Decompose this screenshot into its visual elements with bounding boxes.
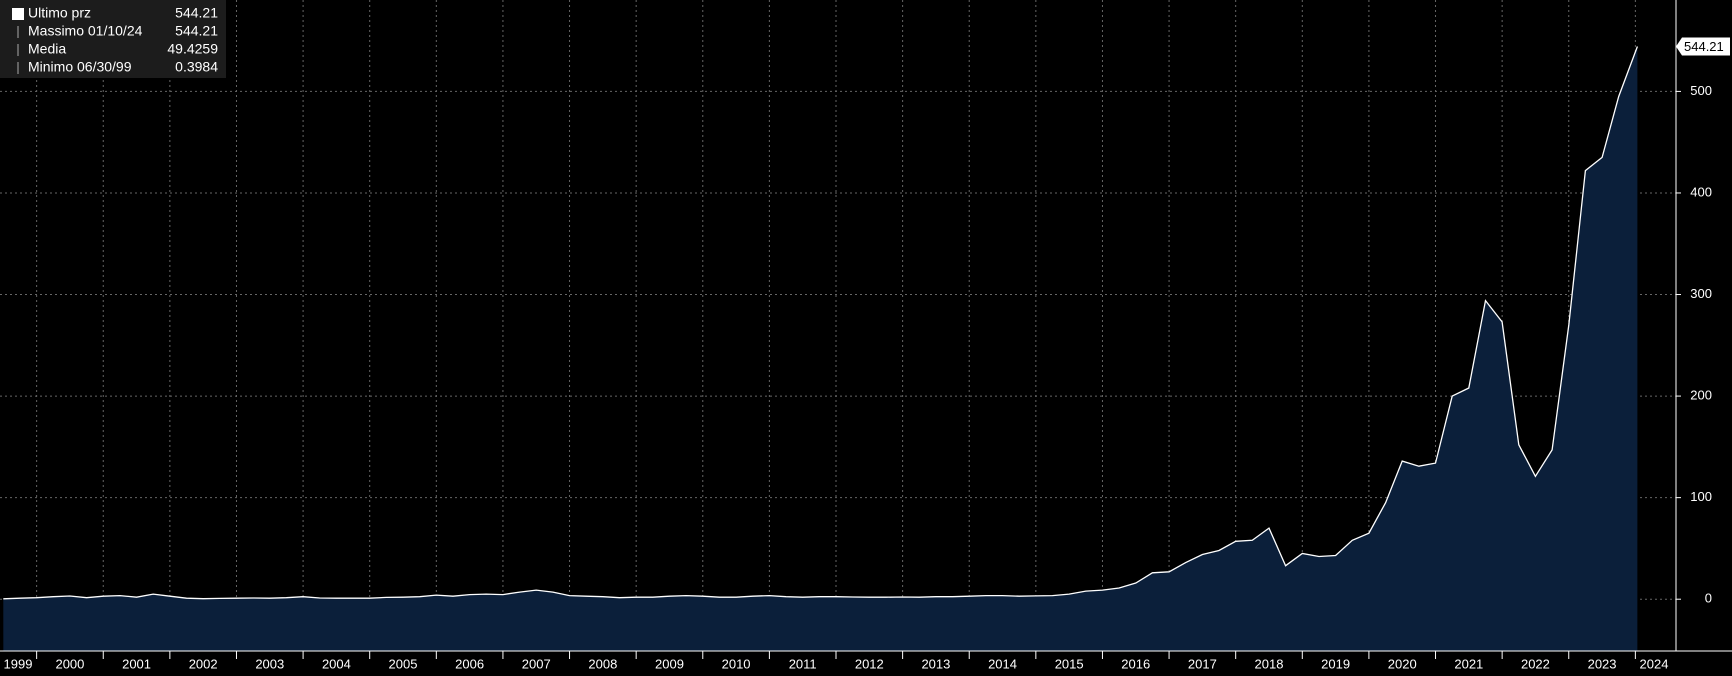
legend-swatch <box>12 8 24 20</box>
x-tick-label: 2007 <box>522 656 551 671</box>
legend-label: Massimo 01/10/24 <box>28 23 143 39</box>
legend-label: Media <box>28 41 66 57</box>
x-tick-label: 2011 <box>789 656 817 671</box>
legend-label: Ultimo prz <box>28 5 91 21</box>
x-tick-label: 2001 <box>122 656 151 671</box>
x-tick-label: 2023 <box>1588 656 1617 671</box>
x-tick-label: 2020 <box>1388 656 1417 671</box>
last-price-label: 544.21 <box>1684 39 1724 54</box>
x-tick-label: 2009 <box>655 656 684 671</box>
x-tick-label: 2024 <box>1640 656 1669 671</box>
x-tick-label: 2013 <box>921 656 950 671</box>
plot <box>0 0 1676 651</box>
x-tick-label: 1999 <box>4 656 33 671</box>
x-tick-label: 2015 <box>1055 656 1084 671</box>
y-tick-label: 0 <box>1705 591 1712 606</box>
x-tick-label: 2019 <box>1321 656 1350 671</box>
x-tick-label: 2006 <box>455 656 484 671</box>
y-tick-label: 500 <box>1690 83 1712 98</box>
y-tick-label: 300 <box>1690 286 1712 301</box>
x-tick-label: 2022 <box>1521 656 1550 671</box>
x-tick-label: 2008 <box>588 656 617 671</box>
legend-value: 49.4259 <box>167 41 218 57</box>
legend-box <box>0 0 226 78</box>
legend-value: 0.3984 <box>175 59 218 75</box>
x-tick-label: 2021 <box>1454 656 1483 671</box>
line <box>3 46 1639 600</box>
legend-value: 544.21 <box>175 5 218 21</box>
y-tick-label: 100 <box>1690 489 1712 504</box>
x-tick-label: 2018 <box>1255 656 1284 671</box>
x-tick-label: 2000 <box>55 656 84 671</box>
x-tick-label: 2012 <box>855 656 884 671</box>
x-tick-label: 2004 <box>322 656 351 671</box>
x-tick-label: 2010 <box>722 656 751 671</box>
area <box>3 46 1638 651</box>
x-tick-label: 2002 <box>189 656 218 671</box>
x-tick-label: 2017 <box>1188 656 1217 671</box>
legend: Ultimo prz 544.21 Massimo 01/10/24 544.21 Me… <box>0 0 226 78</box>
y-tick-label: 200 <box>1690 388 1712 403</box>
x-tick-label: 2005 <box>389 656 418 671</box>
x-tick-label: 2014 <box>988 656 1017 671</box>
x-tick-label: 2003 <box>255 656 284 671</box>
last-price-tag <box>1676 37 1730 56</box>
y-tick-label: 400 <box>1690 184 1712 199</box>
legend-label: Minimo 06/30/99 <box>28 59 132 75</box>
legend-value: 544.21 <box>175 23 218 39</box>
x-tick-label: 2016 <box>1121 656 1150 671</box>
